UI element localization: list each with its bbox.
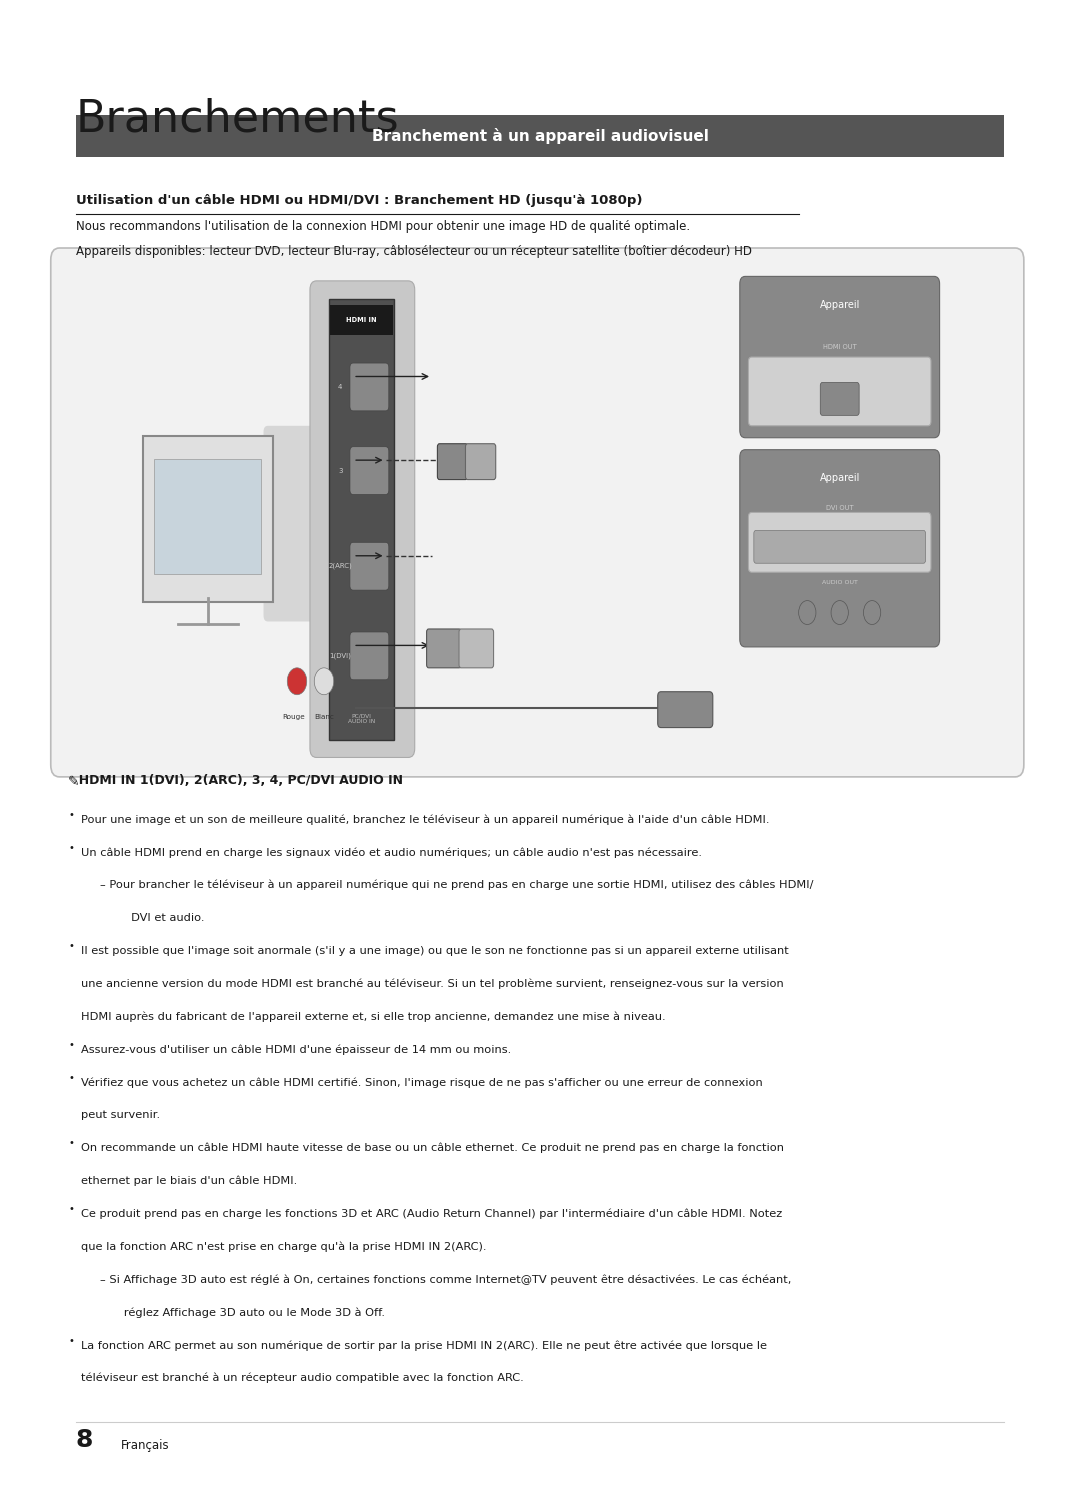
Text: HDMI auprès du fabricant de l'appareil externe et, si elle trop ancienne, demand: HDMI auprès du fabricant de l'appareil e… — [81, 1011, 665, 1022]
Bar — [329, 299, 394, 740]
Text: que la fonction ARC n'est prise en charge qu'à la prise HDMI IN 2(ARC).: que la fonction ARC n'est prise en charg… — [81, 1242, 486, 1252]
Text: peut survenir.: peut survenir. — [81, 1110, 160, 1120]
Text: HDMI IN 1(DVI), 2(ARC), 3, 4, PC/DVI AUDIO IN: HDMI IN 1(DVI), 2(ARC), 3, 4, PC/DVI AUD… — [70, 774, 403, 787]
Text: – Pour brancher le téléviseur à un appareil numérique qui ne prend pas en charge: – Pour brancher le téléviseur à un appar… — [100, 880, 814, 890]
FancyBboxPatch shape — [427, 629, 461, 668]
FancyBboxPatch shape — [51, 248, 1024, 777]
Bar — [76, 115, 1004, 157]
Text: •: • — [68, 1138, 73, 1149]
Text: 8: 8 — [76, 1428, 93, 1452]
FancyBboxPatch shape — [748, 512, 931, 572]
Text: 4: 4 — [338, 384, 342, 390]
FancyBboxPatch shape — [754, 530, 926, 563]
Text: 3: 3 — [338, 468, 342, 474]
FancyBboxPatch shape — [154, 459, 261, 574]
Text: 1(DVI): 1(DVI) — [329, 653, 351, 659]
FancyBboxPatch shape — [459, 629, 494, 668]
Text: Un câble HDMI prend en charge les signaux vidéo et audio numériques; un câble au: Un câble HDMI prend en charge les signau… — [81, 847, 702, 858]
Text: réglez Affichage 3D auto ou le Mode 3D à Off.: réglez Affichage 3D auto ou le Mode 3D à… — [113, 1307, 386, 1318]
Text: •: • — [68, 1040, 73, 1050]
Text: ✎: ✎ — [68, 775, 80, 789]
Text: HDMI OUT: HDMI OUT — [823, 344, 856, 350]
Text: – Si Affichage 3D auto est réglé à On, certaines fonctions comme Internet@TV peu: – Si Affichage 3D auto est réglé à On, c… — [100, 1274, 792, 1285]
FancyBboxPatch shape — [350, 542, 389, 590]
FancyBboxPatch shape — [465, 444, 496, 480]
Text: On recommande un câble HDMI haute vitesse de base ou un câble ethernet. Ce produ: On recommande un câble HDMI haute vitess… — [81, 1143, 784, 1153]
Circle shape — [287, 668, 307, 695]
Text: •: • — [68, 843, 73, 853]
FancyBboxPatch shape — [350, 632, 389, 680]
Text: 2(ARC): 2(ARC) — [328, 563, 352, 569]
FancyBboxPatch shape — [437, 444, 468, 480]
Circle shape — [832, 601, 849, 624]
Bar — [330, 305, 393, 335]
Text: •: • — [68, 1204, 73, 1215]
Text: Rouge: Rouge — [282, 714, 306, 720]
Text: •: • — [68, 810, 73, 820]
Text: Appareils disponibles: lecteur DVD, lecteur Blu-ray, câblosélecteur ou un récept: Appareils disponibles: lecteur DVD, lect… — [76, 245, 752, 258]
FancyBboxPatch shape — [143, 436, 273, 602]
Circle shape — [799, 601, 816, 624]
Text: Blanc: Blanc — [314, 714, 334, 720]
Text: Appareil: Appareil — [820, 474, 860, 483]
FancyBboxPatch shape — [740, 450, 940, 647]
Text: Vérifiez que vous achetez un câble HDMI certifié. Sinon, l'image risque de ne pa: Vérifiez que vous achetez un câble HDMI … — [81, 1077, 762, 1088]
Text: Pour une image et un son de meilleure qualité, branchez le téléviseur à un appar: Pour une image et un son de meilleure qu… — [81, 814, 769, 825]
FancyBboxPatch shape — [350, 363, 389, 411]
Text: •: • — [68, 1073, 73, 1083]
FancyBboxPatch shape — [264, 426, 332, 622]
Text: Appareil: Appareil — [820, 300, 860, 309]
Text: AUDIO OUT: AUDIO OUT — [822, 580, 858, 586]
FancyBboxPatch shape — [658, 692, 713, 728]
Text: DVI OUT: DVI OUT — [826, 505, 853, 511]
Text: La fonction ARC permet au son numérique de sortir par la prise HDMI IN 2(ARC). E: La fonction ARC permet au son numérique … — [81, 1340, 767, 1351]
Circle shape — [864, 601, 881, 624]
Text: PC/DVI
AUDIO IN: PC/DVI AUDIO IN — [348, 713, 376, 725]
FancyBboxPatch shape — [748, 357, 931, 426]
Text: Branchement à un appareil audiovisuel: Branchement à un appareil audiovisuel — [372, 128, 708, 143]
FancyBboxPatch shape — [310, 281, 415, 757]
Text: Branchements: Branchements — [76, 97, 400, 140]
Text: téléviseur est branché à un récepteur audio compatible avec la fonction ARC.: téléviseur est branché à un récepteur au… — [81, 1373, 524, 1383]
Text: DVI et audio.: DVI et audio. — [113, 913, 205, 923]
Text: •: • — [68, 941, 73, 952]
Text: Assurez-vous d'utiliser un câble HDMI d'une épaisseur de 14 mm ou moins.: Assurez-vous d'utiliser un câble HDMI d'… — [81, 1044, 511, 1055]
FancyBboxPatch shape — [821, 382, 860, 415]
Text: Il est possible que l'image soit anormale (s'il y a une image) ou que le son ne : Il est possible que l'image soit anormal… — [81, 946, 788, 956]
Text: une ancienne version du mode HDMI est branché au téléviseur. Si un tel problème : une ancienne version du mode HDMI est br… — [81, 979, 784, 989]
Text: HDMI IN: HDMI IN — [347, 317, 377, 323]
FancyBboxPatch shape — [740, 276, 940, 438]
Text: •: • — [68, 1336, 73, 1346]
Text: Ce produit prend pas en charge les fonctions 3D et ARC (Audio Return Channel) pa: Ce produit prend pas en charge les fonct… — [81, 1209, 782, 1219]
FancyBboxPatch shape — [350, 447, 389, 495]
Text: Utilisation d'un câble HDMI ou HDMI/DVI : Branchement HD (jusqu'à 1080p): Utilisation d'un câble HDMI ou HDMI/DVI … — [76, 194, 643, 208]
Text: Nous recommandons l'utilisation de la connexion HDMI pour obtenir une image HD d: Nous recommandons l'utilisation de la co… — [76, 220, 690, 233]
Text: Français: Français — [121, 1439, 170, 1452]
Text: ethernet par le biais d'un câble HDMI.: ethernet par le biais d'un câble HDMI. — [81, 1176, 297, 1186]
Circle shape — [314, 668, 334, 695]
